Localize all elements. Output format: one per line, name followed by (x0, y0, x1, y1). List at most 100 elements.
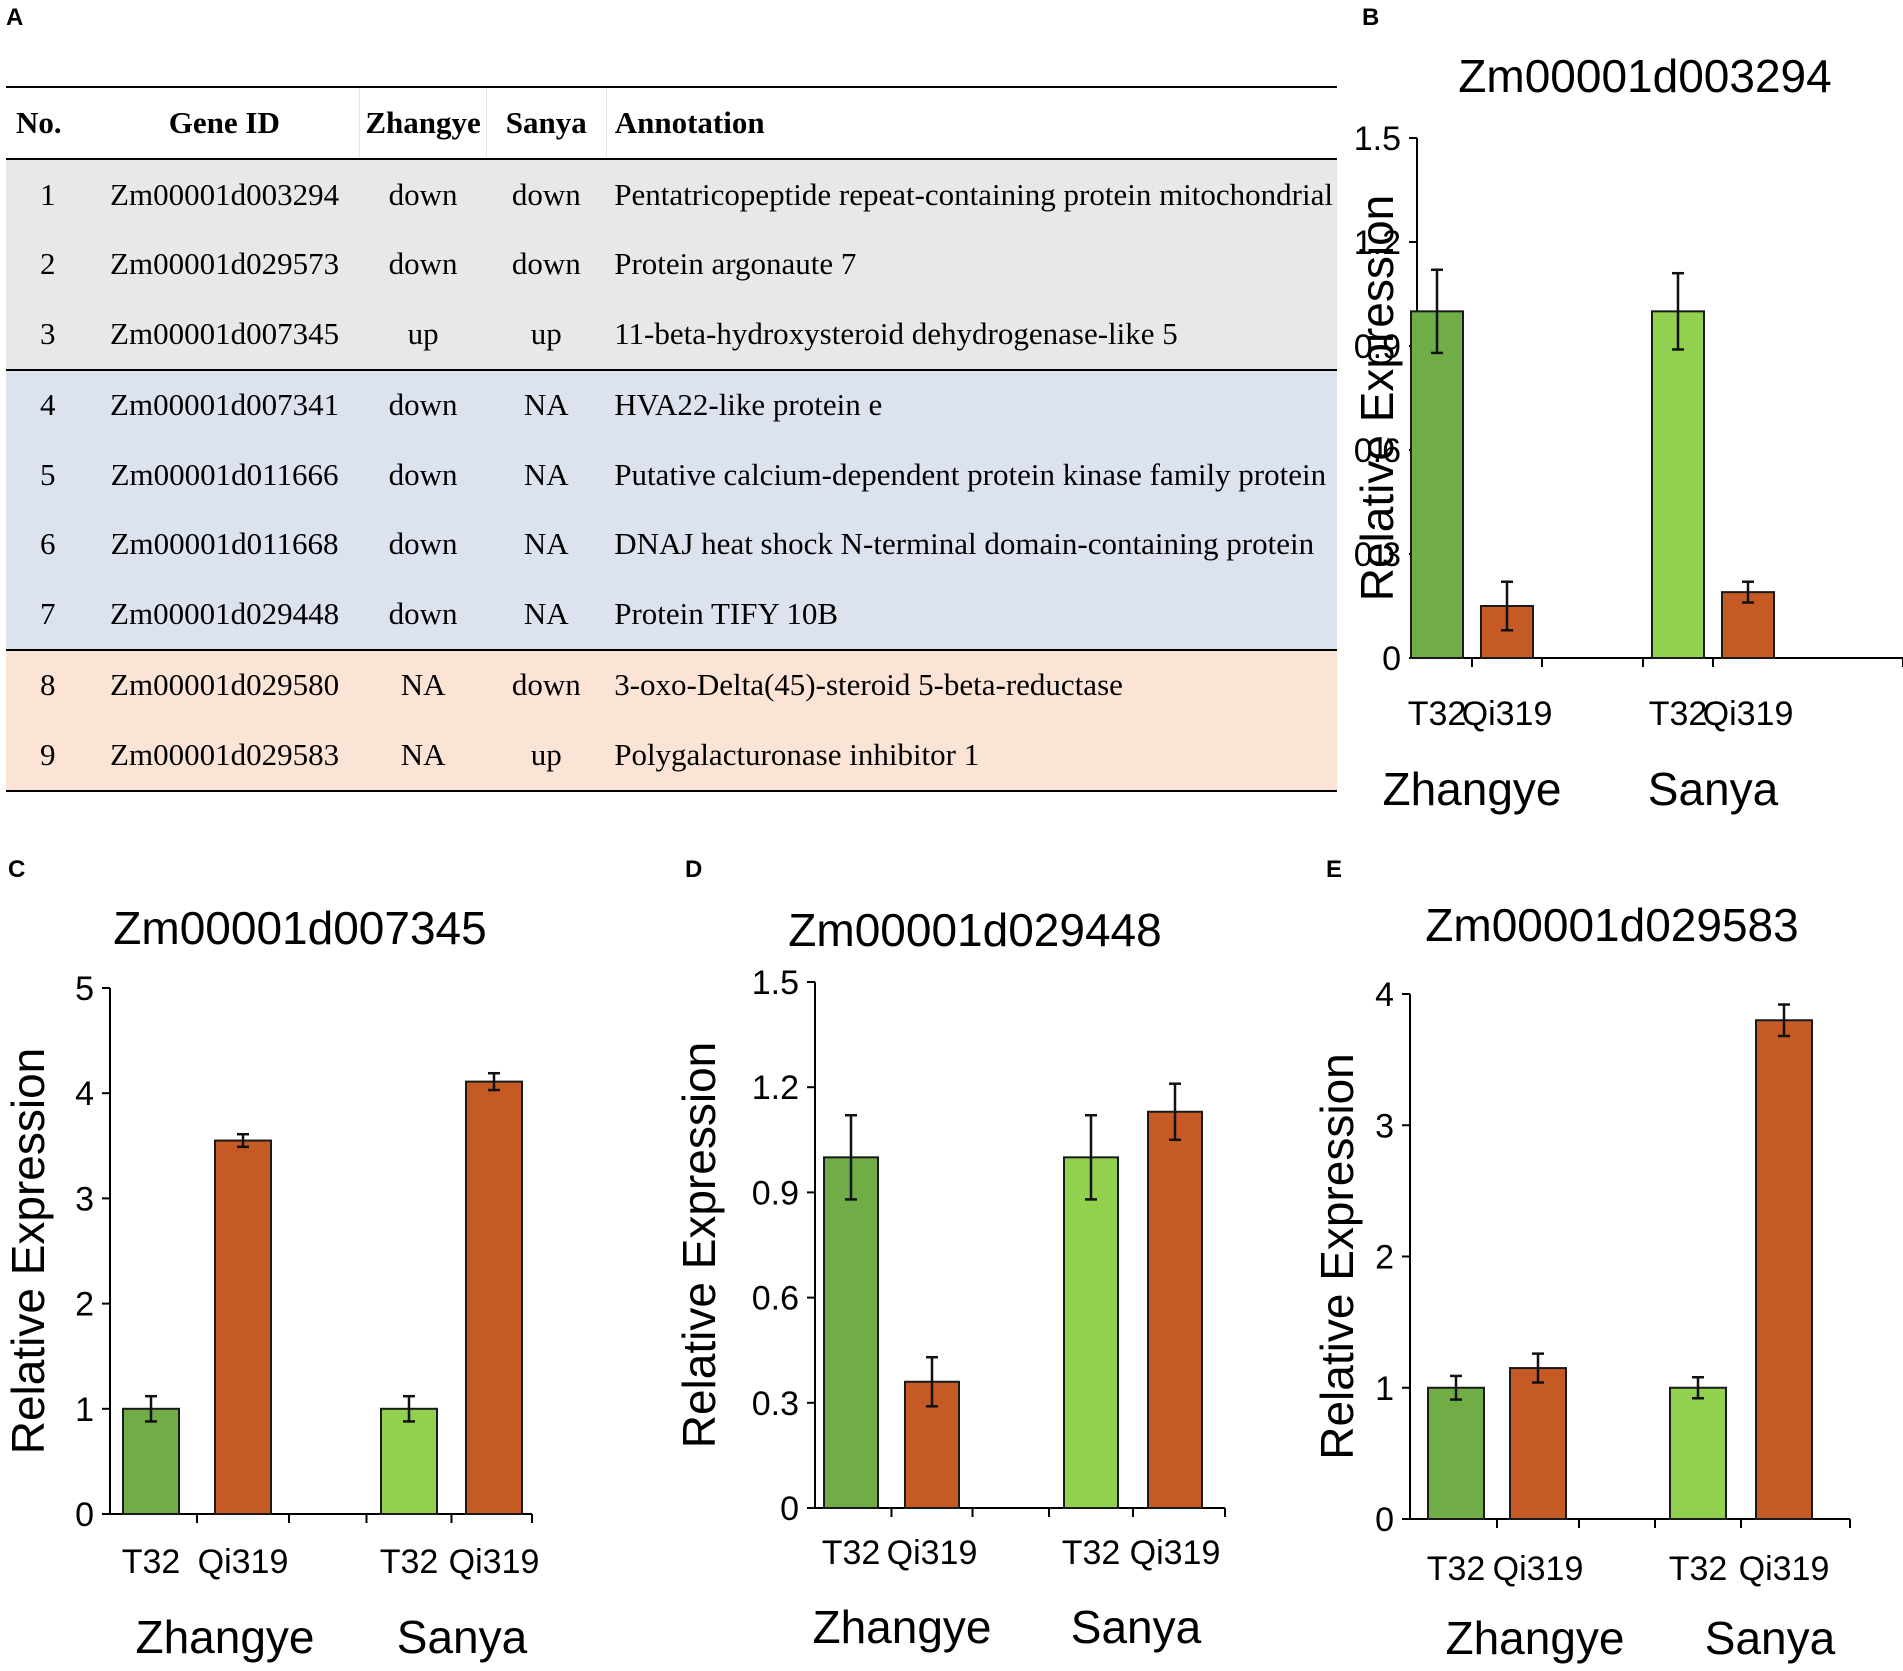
y-tick-label: 4 (1375, 976, 1394, 1014)
bar (122, 1407, 180, 1515)
cell-no: 4 (6, 368, 90, 440)
x-group-label: Sanya (1071, 1601, 1202, 1653)
chart-d: Zm00001d029448 Relative Expression 0 0.3 0.6… (673, 904, 1226, 1653)
x-category-label: T32 (1408, 695, 1467, 733)
table-row: 7 Zm00001d029448 down NA Protein TIFY 10… (6, 579, 1337, 650)
bar (1410, 310, 1464, 659)
chart-title: Zm00001d007345 (113, 902, 486, 954)
panel-label-b: B (1362, 4, 1380, 31)
cell-zhangye: NA (359, 648, 487, 720)
cell-gene-id: Zm00001d029573 (89, 229, 360, 299)
chart-title: Zm00001d029448 (788, 904, 1161, 956)
cell-sanya: NA (486, 368, 607, 440)
table-row: 9 Zm00001d029583 NA up Polygalacturonase… (6, 720, 1337, 792)
cell-sanya: NA (486, 509, 607, 579)
x-category-label: Qi319 (887, 1534, 978, 1572)
x-category-label: T32 (1427, 1550, 1486, 1588)
x-category-label: T32 (122, 1543, 181, 1581)
cell-no: 6 (6, 509, 90, 579)
y-tick-label: 0.9 (1354, 328, 1401, 366)
header-zhangye: Zhangye (359, 86, 487, 160)
x-group-label: Sanya (397, 1611, 528, 1663)
bar (1651, 310, 1705, 659)
header-sanya: Sanya (485, 86, 607, 160)
y-tick-label: 1.5 (1354, 120, 1401, 158)
bar (823, 1156, 879, 1509)
cell-zhangye: down (359, 509, 487, 579)
y-tick-label: 0.6 (752, 1280, 799, 1318)
cell-sanya: up (486, 299, 607, 370)
cell-sanya: down (486, 648, 607, 720)
cell-zhangye: NA (359, 720, 487, 792)
table-header-row: No. Gene ID Zhangye Sanya Annotation (6, 86, 1337, 160)
header-gene-id: Gene ID (89, 86, 360, 160)
panel-label-a: A (6, 4, 24, 31)
cell-sanya: up (486, 720, 607, 792)
cell-annotation: HVA22-like protein e (606, 368, 1337, 440)
bar (465, 1080, 523, 1516)
gene-table: No. Gene ID Zhangye Sanya Annotation 1 Z… (6, 86, 1337, 792)
chart-title: Zm00001d029583 (1425, 899, 1798, 951)
x-category-label: Qi319 (449, 1543, 540, 1581)
cell-gene-id: Zm00001d011666 (89, 440, 360, 510)
cell-gene-id: Zm00001d003294 (89, 159, 360, 230)
x-group-label: Sanya (1648, 763, 1779, 815)
x-category-label: T32 (380, 1543, 439, 1581)
chart-e: Zm00001d029583 Relative Expression 0 1 2 3 4 T3… (1311, 899, 1851, 1664)
cell-zhangye: down (359, 579, 487, 650)
cell-annotation: Pentatricopeptide repeat-containing prot… (606, 159, 1337, 230)
table-row: 1 Zm00001d003294 down down Pentatricopep… (6, 159, 1337, 230)
cell-gene-id: Zm00001d029583 (89, 720, 360, 792)
y-tick-label: 3 (1375, 1107, 1394, 1145)
cell-zhangye: down (359, 440, 487, 510)
y-tick-label: 0 (1382, 640, 1401, 678)
bar (214, 1139, 272, 1515)
y-tick-label: 1 (75, 1391, 94, 1429)
cell-sanya: NA (486, 579, 607, 650)
cell-zhangye: down (359, 368, 487, 440)
cell-annotation: Protein argonaute 7 (606, 229, 1337, 299)
table-row: 4 Zm00001d007341 down NA HVA22-like prot… (6, 368, 1337, 440)
bar (1147, 1110, 1203, 1509)
y-tick-label: 1 (1375, 1370, 1394, 1408)
cell-sanya: down (486, 229, 607, 299)
cell-annotation: Polygalacturonase inhibitor 1 (606, 720, 1337, 792)
cell-no: 2 (6, 229, 90, 299)
panel-label-d: D (685, 856, 703, 883)
x-group-label: Zhangye (1445, 1612, 1624, 1664)
x-group-label: Zhangye (812, 1601, 991, 1653)
cell-no: 7 (6, 579, 90, 650)
x-category-label: T32 (822, 1534, 881, 1572)
cell-gene-id: Zm00001d029580 (89, 648, 360, 720)
y-axis-label: Relative Expression (1311, 1053, 1363, 1460)
cell-annotation: 11-beta-hydroxysteroid dehydrogenase-lik… (606, 299, 1337, 370)
header-annotation: Annotation (605, 86, 1337, 160)
cell-no: 3 (6, 299, 90, 370)
y-tick-label: 0.3 (752, 1385, 799, 1423)
panel-label-c: C (8, 856, 26, 883)
y-tick-label: 3 (75, 1180, 94, 1218)
chart-title: Zm00001d003294 (1458, 50, 1831, 102)
bar (1427, 1386, 1485, 1520)
cell-gene-id: Zm00001d029448 (89, 579, 360, 650)
y-tick-label: 0.9 (752, 1174, 799, 1212)
y-axis-label: Relative Expression (2, 1048, 54, 1455)
y-tick-label: 0 (75, 1496, 94, 1534)
cell-sanya: NA (486, 440, 607, 510)
x-category-label: Qi319 (1462, 695, 1553, 733)
bar (1509, 1367, 1567, 1520)
cell-sanya: down (486, 159, 607, 230)
table-row: 8 Zm00001d029580 NA down 3-oxo-Delta(45)… (6, 648, 1337, 720)
cell-zhangye: down (359, 159, 487, 230)
cell-gene-id: Zm00001d007341 (89, 368, 360, 440)
cell-annotation: Putative calcium-dependent protein kinas… (606, 440, 1337, 510)
x-category-label: T32 (1669, 1550, 1728, 1588)
x-category-label: Qi319 (1703, 695, 1794, 733)
table-row: 6 Zm00001d011668 down NA DNAJ heat shock… (6, 509, 1337, 579)
x-category-label: Qi319 (1739, 1550, 1830, 1588)
table-row: 5 Zm00001d011666 down NA Putative calciu… (6, 440, 1337, 510)
cell-no: 9 (6, 720, 90, 792)
panel-label-e: E (1326, 856, 1343, 883)
bar (380, 1407, 438, 1515)
y-axis-label: Relative Expression (673, 1042, 725, 1449)
